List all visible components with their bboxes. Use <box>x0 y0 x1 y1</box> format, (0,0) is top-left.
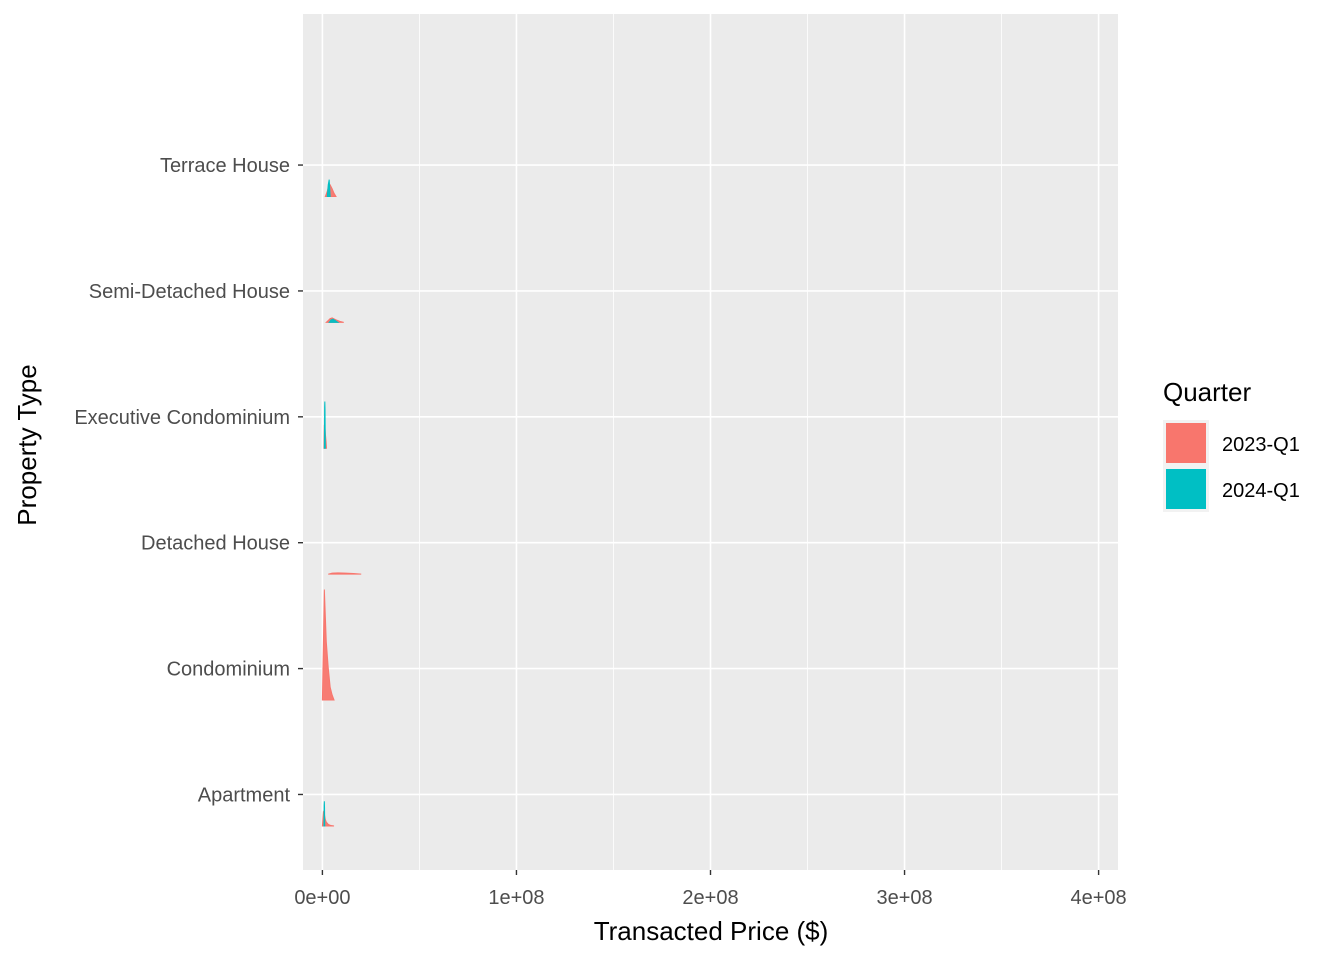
legend-label: 2023-Q1 <box>1222 434 1300 456</box>
density-ridge <box>328 318 340 323</box>
y-tick-label: Semi-Detached House <box>89 281 290 303</box>
grid-major <box>303 14 1118 870</box>
legend-items: 2023-Q1 2024-Q1 <box>1163 420 1300 512</box>
x-tick-label: 0e+00 <box>294 887 350 909</box>
legend-swatch <box>1166 469 1206 509</box>
legend: Quarter 2023-Q1 2024-Q1 <box>1163 377 1300 512</box>
x-axis-title: Transacted Price ($) <box>594 916 829 946</box>
y-tick-label: Executive Condominium <box>74 407 290 429</box>
density-ridges <box>321 179 362 827</box>
y-tick-label: Apartment <box>198 784 291 806</box>
density-ridge <box>328 572 362 575</box>
density-ridge <box>321 589 335 701</box>
y-axis-title: Property Type <box>12 364 42 525</box>
x-tick-label: 1e+08 <box>488 887 544 909</box>
x-tick-label: 4e+08 <box>1071 887 1127 909</box>
x-tick-label: 3e+08 <box>876 887 932 909</box>
y-tick-label: Terrace House <box>160 155 290 177</box>
density-ridge <box>326 179 331 198</box>
density-ridge <box>323 401 326 449</box>
x-tick-label: 2e+08 <box>682 887 738 909</box>
density-ridge <box>323 801 326 827</box>
y-tick-label: Detached House <box>141 533 290 555</box>
legend-swatch <box>1166 423 1206 463</box>
y-axis-ticks: Apartment Condominium Detached House Execut… <box>74 155 303 806</box>
legend-title: Quarter <box>1163 377 1251 407</box>
y-tick-label: Condominium <box>167 659 290 681</box>
x-axis-ticks: 0e+00 1e+08 2e+08 3e+08 4e+08 <box>294 870 1127 909</box>
legend-label: 2024-Q1 <box>1222 480 1300 502</box>
grid-minor <box>419 14 1002 870</box>
